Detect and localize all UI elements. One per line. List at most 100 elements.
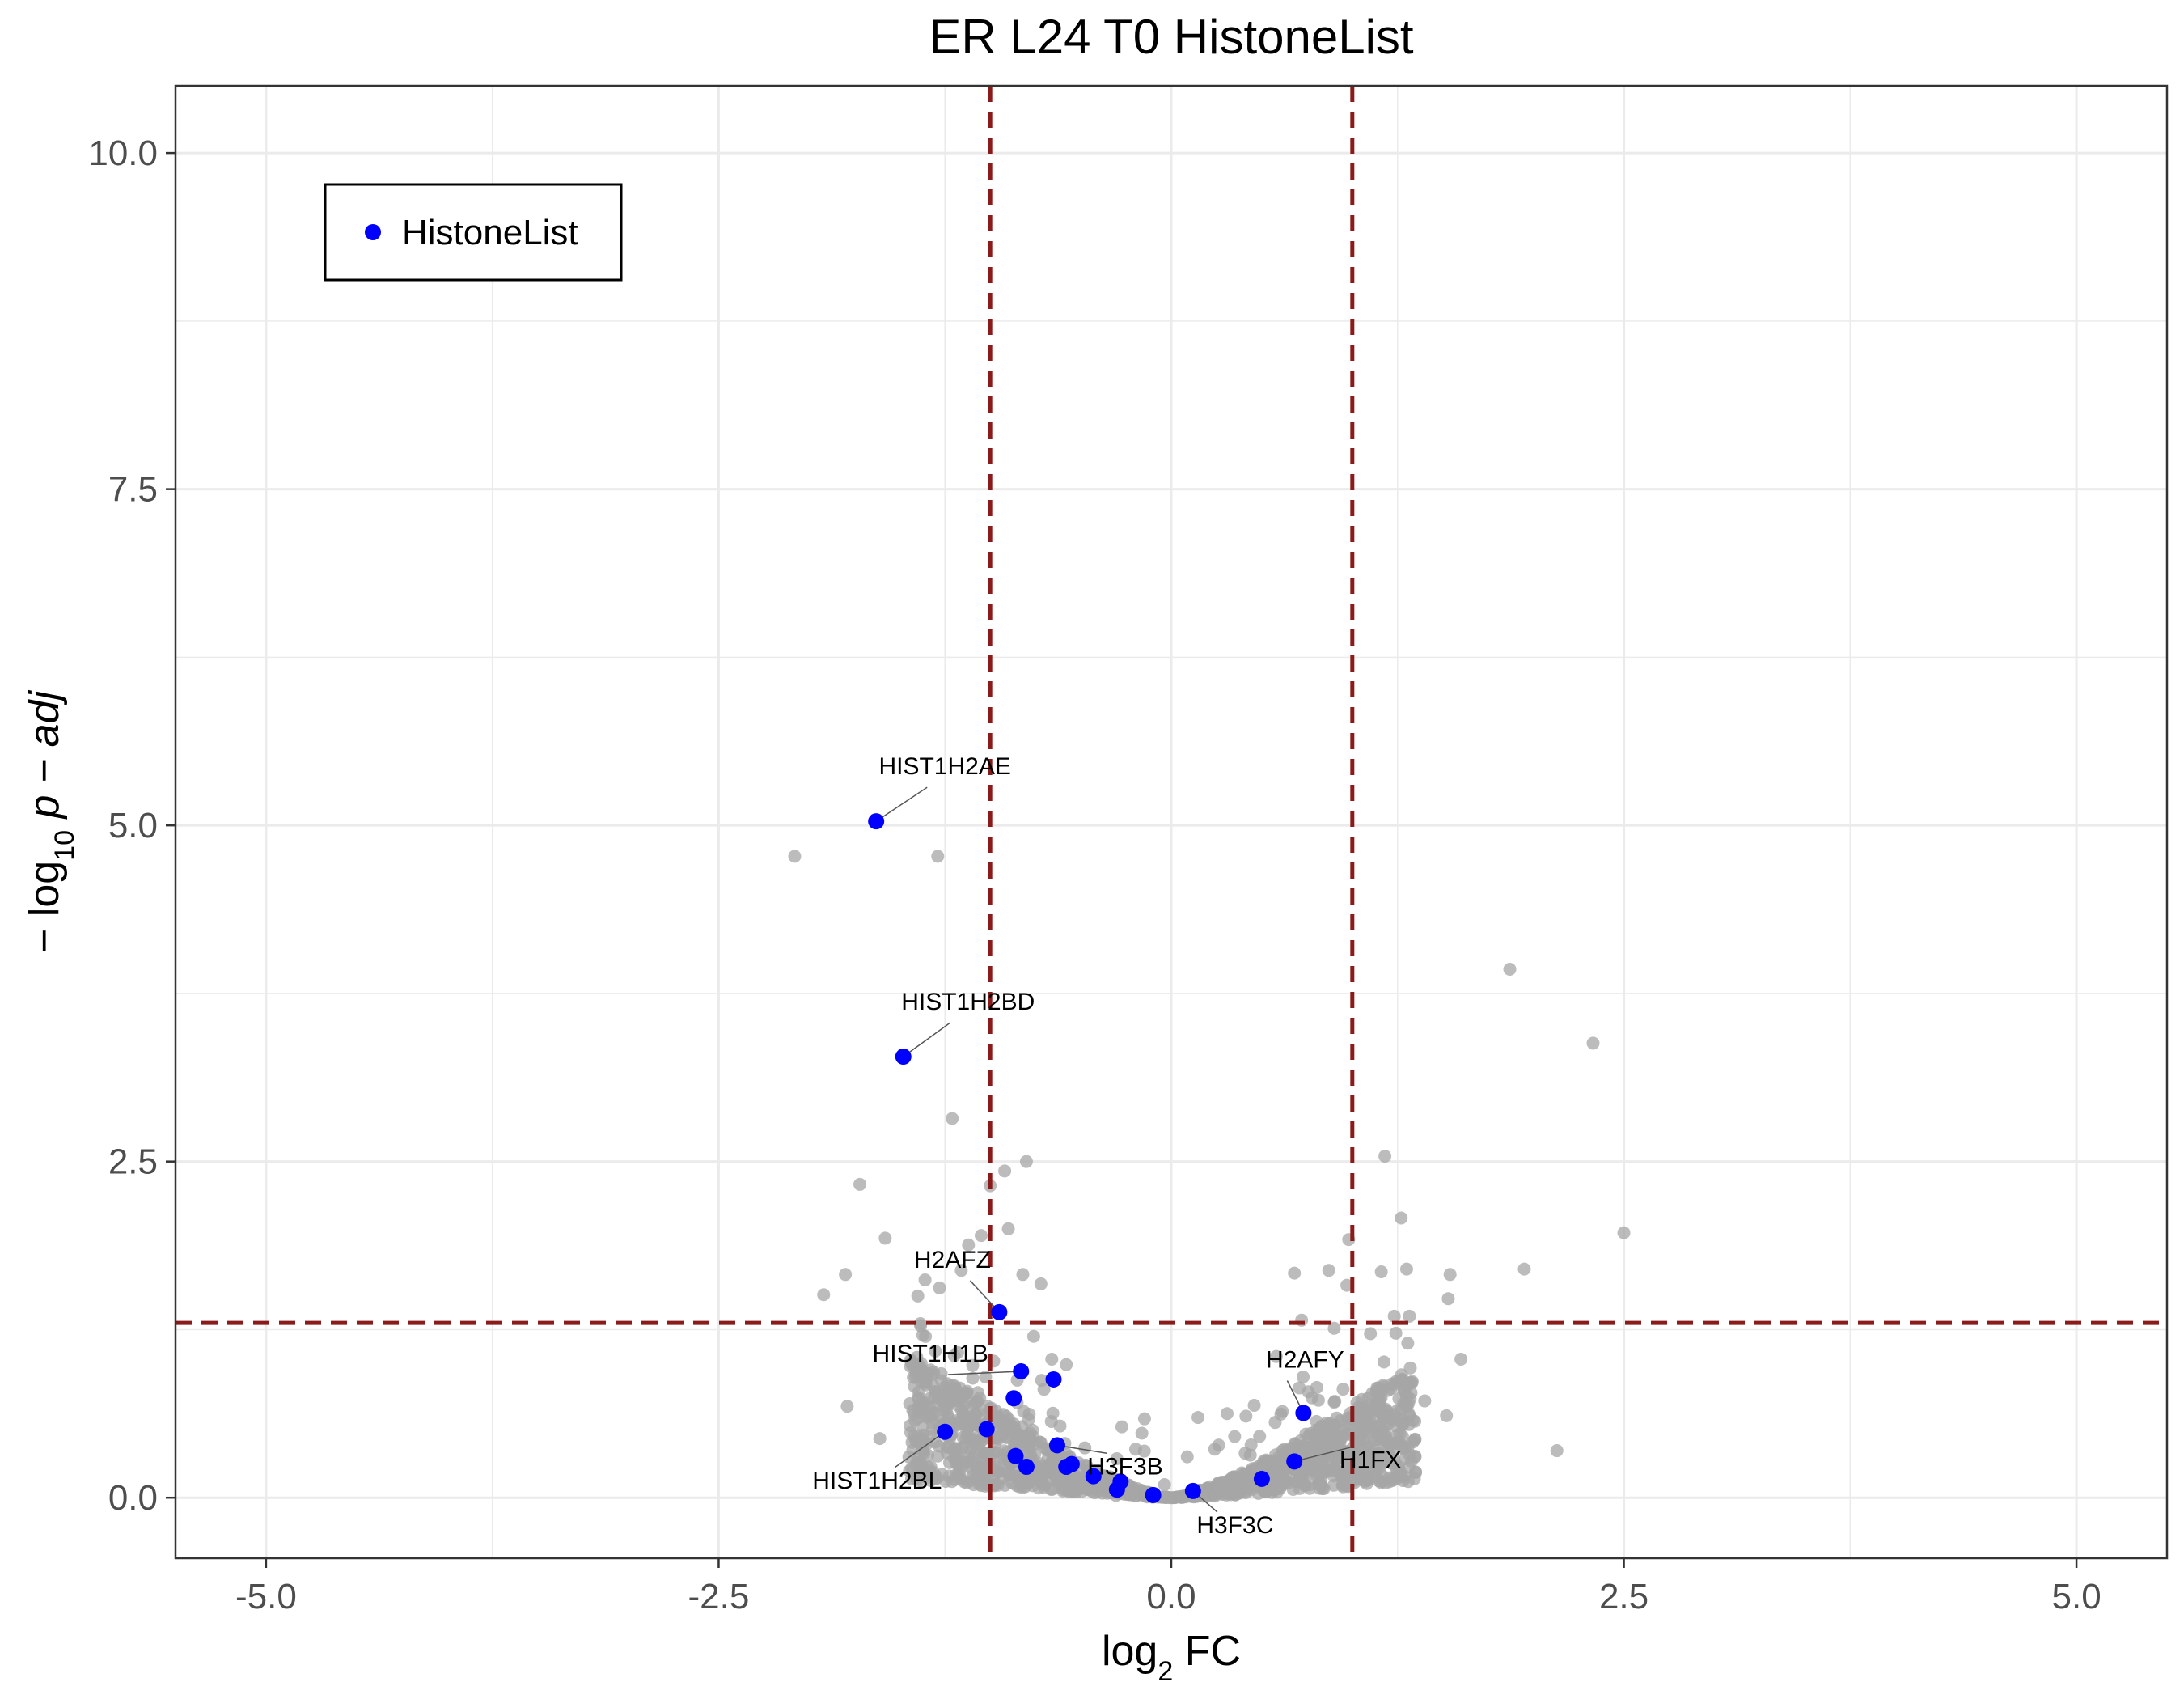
background-point (911, 1289, 925, 1303)
background-point (1586, 1036, 1600, 1050)
background-point (933, 1281, 946, 1294)
histone-point (1295, 1405, 1312, 1421)
background-point (966, 1358, 980, 1372)
background-point (1034, 1277, 1048, 1290)
background-point (942, 1411, 955, 1425)
histone-point (895, 1049, 912, 1066)
background-point (909, 1366, 923, 1380)
background-point (1398, 1469, 1412, 1483)
background-point (1053, 1419, 1067, 1433)
background-point (974, 1229, 988, 1243)
background-point (1026, 1329, 1040, 1343)
histone-point (1145, 1486, 1162, 1503)
background-point (1323, 1417, 1336, 1430)
background-point (1302, 1443, 1315, 1456)
background-point (1268, 1416, 1282, 1430)
background-point (1239, 1409, 1253, 1423)
x-axis-title: log2 FC (1102, 1628, 1241, 1687)
background-point (969, 1408, 983, 1421)
background-point (1550, 1444, 1564, 1458)
background-point (1037, 1383, 1051, 1396)
background-point (1293, 1381, 1306, 1395)
gene-label: H3F3B (1087, 1453, 1162, 1480)
background-point (1115, 1420, 1128, 1434)
background-point (839, 1268, 853, 1282)
background-point (1208, 1443, 1221, 1456)
label-leader (1056, 1444, 1108, 1455)
background-point (1277, 1463, 1291, 1477)
background-point (1310, 1468, 1324, 1482)
background-point (1220, 1407, 1234, 1421)
background-point (997, 1408, 1010, 1421)
background-point (1375, 1475, 1389, 1489)
background-point (1378, 1355, 1391, 1369)
background-point (1308, 1427, 1322, 1441)
background-point (1021, 1477, 1035, 1490)
legend-label: HistoneList (402, 213, 578, 252)
background-point (1403, 1309, 1416, 1323)
background-point (966, 1371, 980, 1385)
background-point (929, 1345, 942, 1358)
background-point (1392, 1392, 1406, 1405)
background-point (929, 1472, 943, 1485)
background-point (788, 850, 802, 863)
background-point (1374, 1391, 1388, 1405)
histone-point (1005, 1390, 1022, 1407)
background-point (1408, 1432, 1422, 1446)
background-point (916, 1433, 929, 1447)
background-point (1305, 1391, 1318, 1405)
histone-point (1007, 1447, 1024, 1464)
background-point (917, 1469, 931, 1483)
background-point (1282, 1442, 1296, 1455)
background-point (1241, 1481, 1255, 1494)
background-point (975, 1445, 988, 1459)
background-point (1398, 1452, 1412, 1466)
background-point (1240, 1469, 1254, 1483)
background-point (918, 1273, 932, 1286)
background-point (1137, 1444, 1151, 1458)
background-point (1403, 1361, 1417, 1375)
background-point (938, 1388, 951, 1401)
background-point (1017, 1405, 1031, 1418)
background-point (1503, 963, 1517, 976)
background-point (951, 1391, 965, 1405)
background-point (907, 1407, 921, 1421)
background-point (912, 1392, 925, 1406)
label-leader (903, 1022, 951, 1057)
background-point (1191, 1411, 1205, 1425)
background-point (1517, 1262, 1531, 1276)
background-point (1348, 1430, 1361, 1444)
background-point (1357, 1435, 1371, 1449)
background-point (1294, 1470, 1308, 1484)
background-point (942, 1439, 956, 1453)
background-point (1160, 1490, 1174, 1504)
background-point (1247, 1398, 1261, 1412)
histone-point (1108, 1481, 1125, 1498)
background-point (1264, 1454, 1278, 1468)
background-point (1314, 1479, 1328, 1493)
background-point (1327, 1321, 1341, 1335)
gene-label: HIST1H2BL (812, 1468, 942, 1494)
background-point (1135, 1426, 1149, 1440)
background-point (1016, 1268, 1030, 1282)
y-tick-label: 0.0 (108, 1478, 158, 1518)
background-point (919, 1378, 933, 1392)
x-axis-ticks: -5.0 -2.5 0.0 2.5 5.0 (235, 1558, 2101, 1616)
background-point (1369, 1420, 1382, 1434)
background-point (1269, 1349, 1283, 1363)
gene-label: HIST1H1B (873, 1341, 988, 1367)
background-point (1008, 1421, 1022, 1435)
background-point (1401, 1337, 1415, 1350)
background-point (1110, 1451, 1124, 1465)
x-tick-label: 0.0 (1146, 1577, 1196, 1616)
background-point (1045, 1466, 1059, 1480)
background-point (1060, 1358, 1073, 1371)
x-tick-label: -5.0 (235, 1577, 297, 1616)
background-point (1376, 1379, 1390, 1392)
background-point (1327, 1435, 1340, 1449)
background-point (873, 1432, 887, 1446)
background-point (931, 850, 945, 863)
histone-point (1253, 1470, 1270, 1487)
